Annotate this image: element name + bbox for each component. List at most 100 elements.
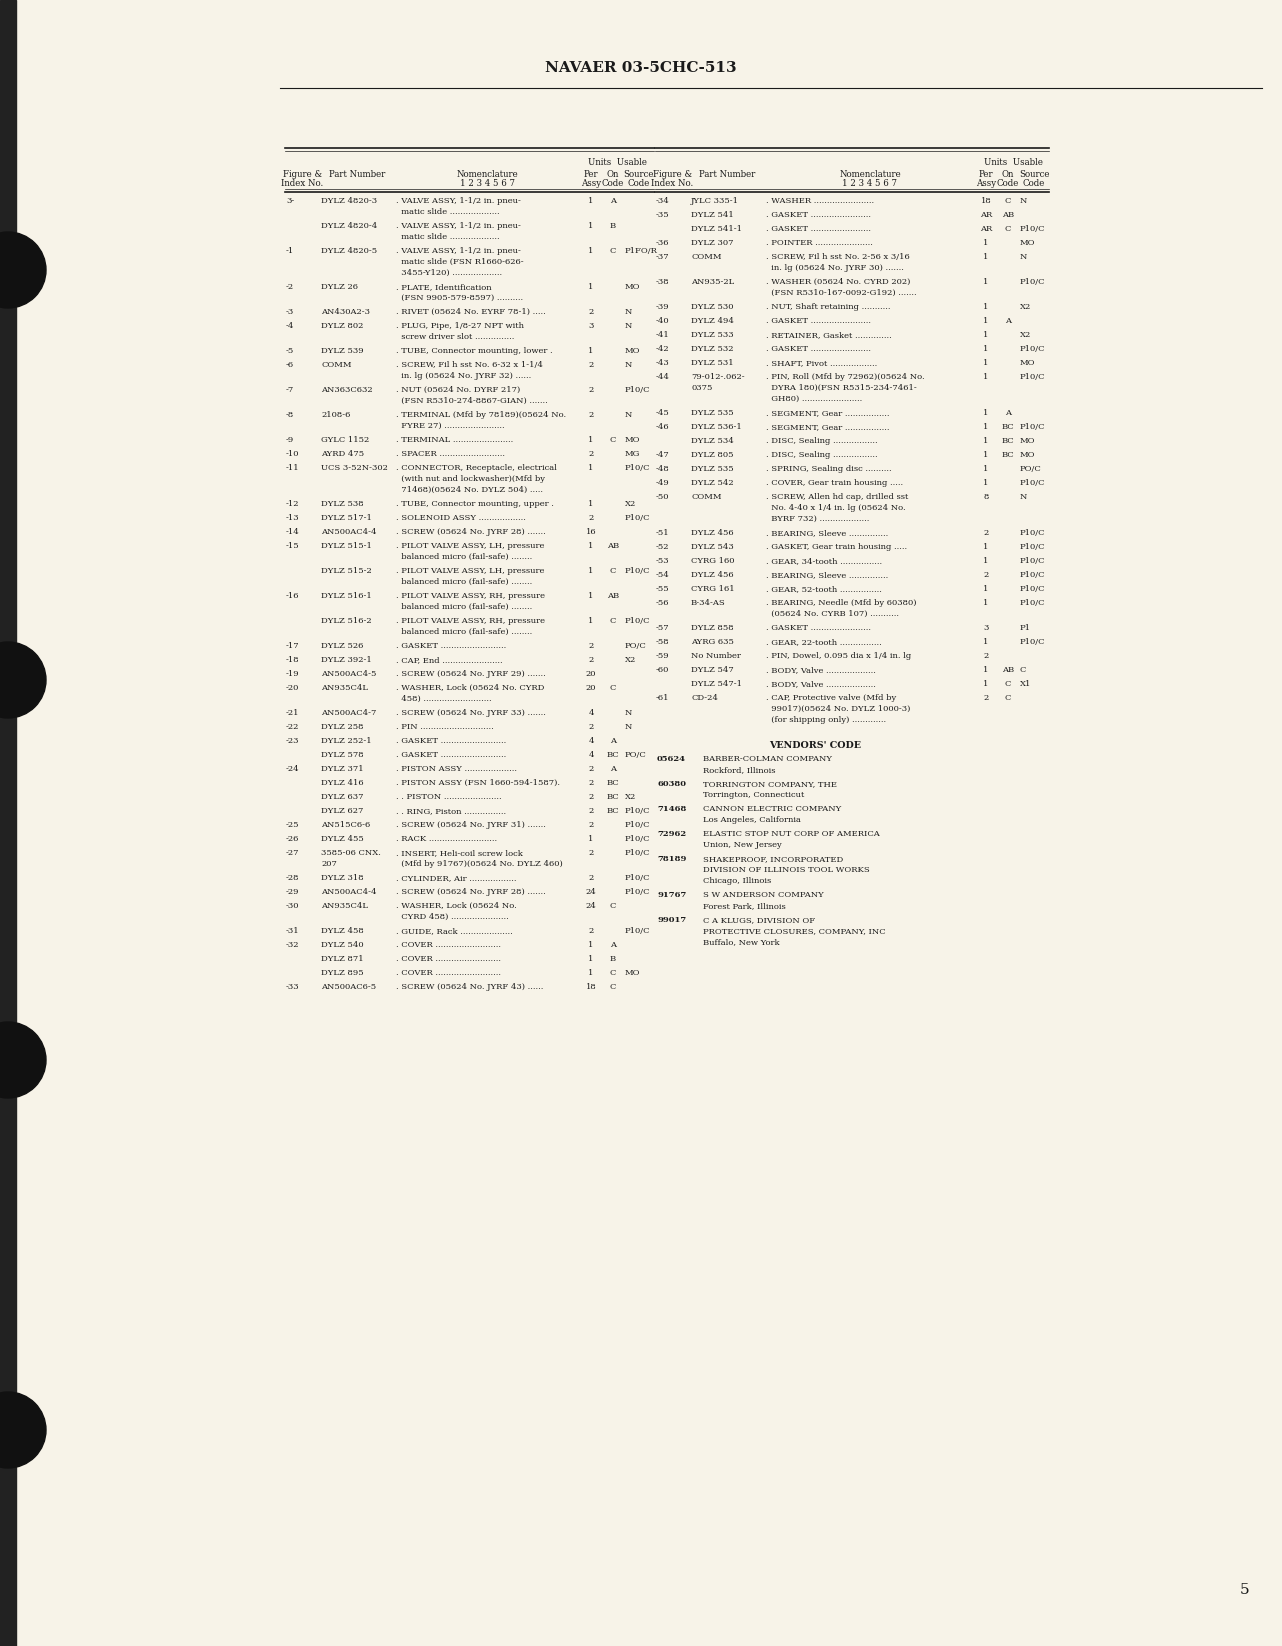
Text: P10/C: P10/C <box>1020 226 1046 234</box>
Text: SHAKEPROOF, INCORPORATED: SHAKEPROOF, INCORPORATED <box>703 854 844 863</box>
Text: DYLZ 534: DYLZ 534 <box>691 436 733 444</box>
Text: DYLZ 4820-4: DYLZ 4820-4 <box>320 222 377 230</box>
Text: 1: 1 <box>983 253 988 262</box>
Text: -27: -27 <box>286 849 300 858</box>
Text: N: N <box>626 308 632 316</box>
Text: 1: 1 <box>983 543 988 551</box>
Circle shape <box>0 642 46 718</box>
Text: . VALVE ASSY, 1-1/2 in. pneu-: . VALVE ASSY, 1-1/2 in. pneu- <box>396 198 520 206</box>
Text: 71468: 71468 <box>656 805 686 813</box>
Text: -50: -50 <box>656 494 669 500</box>
Text: N: N <box>1020 253 1027 262</box>
Text: PO/C: PO/C <box>1020 466 1042 472</box>
Text: C: C <box>1005 695 1011 701</box>
Text: . TUBE, Connector mounting, upper .: . TUBE, Connector mounting, upper . <box>396 500 554 509</box>
Text: DYLZ 458: DYLZ 458 <box>320 927 364 935</box>
Text: 1: 1 <box>983 436 988 444</box>
Text: . PISTON ASSY (FSN 1660-594-1587).: . PISTON ASSY (FSN 1660-594-1587). <box>396 779 560 787</box>
Text: DYLZ 252-1: DYLZ 252-1 <box>320 737 372 746</box>
Text: . SEGMENT, Gear .................: . SEGMENT, Gear ................. <box>767 423 890 431</box>
Text: C: C <box>1005 226 1011 234</box>
Text: -24: -24 <box>286 765 300 774</box>
Text: X2: X2 <box>1020 303 1031 311</box>
Text: 2: 2 <box>588 874 594 882</box>
Text: DYLZ 392-1: DYLZ 392-1 <box>320 657 372 663</box>
Text: 458) ..........................: 458) .......................... <box>396 695 491 703</box>
Text: X2: X2 <box>626 500 636 509</box>
Text: -2: -2 <box>286 283 294 291</box>
Text: Code: Code <box>1023 179 1045 188</box>
Text: P10/C: P10/C <box>626 927 650 935</box>
Text: -42: -42 <box>656 346 669 352</box>
Text: NAVAER 03-5CHC-513: NAVAER 03-5CHC-513 <box>545 61 737 76</box>
Text: -52: -52 <box>656 543 669 551</box>
Text: -6: -6 <box>286 360 294 369</box>
Text: -47: -47 <box>656 451 669 459</box>
Text: P10/C: P10/C <box>1020 556 1046 565</box>
Text: 2: 2 <box>588 657 594 663</box>
Text: 1: 1 <box>983 599 988 607</box>
Text: A: A <box>610 737 615 746</box>
Text: -37: -37 <box>656 253 669 262</box>
Text: MO: MO <box>1020 239 1036 247</box>
Text: . GEAR, 34-tooth ................: . GEAR, 34-tooth ................ <box>767 556 882 565</box>
Text: (with nut and lockwasher)(Mfd by: (with nut and lockwasher)(Mfd by <box>396 476 545 482</box>
Text: -16: -16 <box>286 593 300 601</box>
Text: -53: -53 <box>656 556 669 565</box>
Text: CYRG 160: CYRG 160 <box>691 556 735 565</box>
Text: DYLZ 531: DYLZ 531 <box>691 359 733 367</box>
Text: Code: Code <box>997 179 1019 188</box>
Text: . INSERT, Heli-coil screw lock: . INSERT, Heli-coil screw lock <box>396 849 523 858</box>
Text: DYLZ 543: DYLZ 543 <box>691 543 733 551</box>
Text: . WASHER (05624 No. CYRD 202): . WASHER (05624 No. CYRD 202) <box>767 278 910 286</box>
Text: 1: 1 <box>983 423 988 431</box>
Text: -20: -20 <box>286 685 300 691</box>
Text: . . PISTON ......................: . . PISTON ...................... <box>396 793 501 802</box>
Text: P10/C: P10/C <box>1020 543 1046 551</box>
Text: No. 4-40 x 1/4 in. lg (05624 No.: No. 4-40 x 1/4 in. lg (05624 No. <box>767 504 905 512</box>
Text: AN500AC4-7: AN500AC4-7 <box>320 709 377 718</box>
Text: 1: 1 <box>588 436 594 444</box>
Text: DYLZ 318: DYLZ 318 <box>320 874 364 882</box>
Text: P10/C: P10/C <box>626 464 650 472</box>
Text: A: A <box>610 198 615 206</box>
Text: P10/C: P10/C <box>626 514 650 522</box>
Text: DYLZ 456: DYLZ 456 <box>691 528 733 537</box>
Text: 2: 2 <box>588 821 594 830</box>
Text: DYLZ 4820-5: DYLZ 4820-5 <box>320 247 377 255</box>
Text: 99017)(05624 No. DYLZ 1000-3): 99017)(05624 No. DYLZ 1000-3) <box>767 704 910 713</box>
Text: 91767: 91767 <box>656 890 686 899</box>
Text: AB: AB <box>606 593 619 601</box>
Text: MO: MO <box>626 969 641 978</box>
Text: . GASKET .........................: . GASKET ......................... <box>396 751 506 759</box>
Text: C: C <box>1005 198 1011 206</box>
Text: . PIN, Dowel, 0.095 dia x 1/4 in. lg: . PIN, Dowel, 0.095 dia x 1/4 in. lg <box>767 652 912 660</box>
Text: JYLC 335-1: JYLC 335-1 <box>691 198 738 206</box>
Text: 1 2 3 4 5 6 7: 1 2 3 4 5 6 7 <box>842 179 897 188</box>
Text: DYLZ 307: DYLZ 307 <box>691 239 733 247</box>
Text: C: C <box>610 969 617 978</box>
Text: BC: BC <box>606 793 619 802</box>
Text: . SCREW, Fil h sst No. 2-56 x 3/16: . SCREW, Fil h sst No. 2-56 x 3/16 <box>767 253 910 262</box>
Text: BC: BC <box>1001 436 1014 444</box>
Text: P10/C: P10/C <box>1020 479 1046 487</box>
Text: 2: 2 <box>588 779 594 787</box>
Text: 1: 1 <box>588 347 594 356</box>
Text: -9: -9 <box>286 436 295 444</box>
Text: . SCREW (05624 No. JYRF 28) .......: . SCREW (05624 No. JYRF 28) ....... <box>396 887 546 895</box>
Text: DYLZ 858: DYLZ 858 <box>691 624 733 632</box>
Text: DIVISION OF ILLINOIS TOOL WORKS: DIVISION OF ILLINOIS TOOL WORKS <box>703 866 869 874</box>
Text: AN430A2-3: AN430A2-3 <box>320 308 370 316</box>
Text: X2: X2 <box>1020 331 1031 339</box>
Text: AN935C4L: AN935C4L <box>320 685 368 691</box>
Text: -60: -60 <box>656 667 669 673</box>
Text: DYLZ 578: DYLZ 578 <box>320 751 364 759</box>
Text: 1: 1 <box>588 464 594 472</box>
Text: -57: -57 <box>656 624 669 632</box>
Text: PROTECTIVE CLOSURES, COMPANY, INC: PROTECTIVE CLOSURES, COMPANY, INC <box>703 927 886 935</box>
Text: . CAP, Protective valve (Mfd by: . CAP, Protective valve (Mfd by <box>767 695 896 701</box>
Text: . RACK ..........................: . RACK .......................... <box>396 835 497 843</box>
Text: C: C <box>1020 667 1027 673</box>
Text: 3: 3 <box>588 323 594 329</box>
Text: -49: -49 <box>656 479 669 487</box>
